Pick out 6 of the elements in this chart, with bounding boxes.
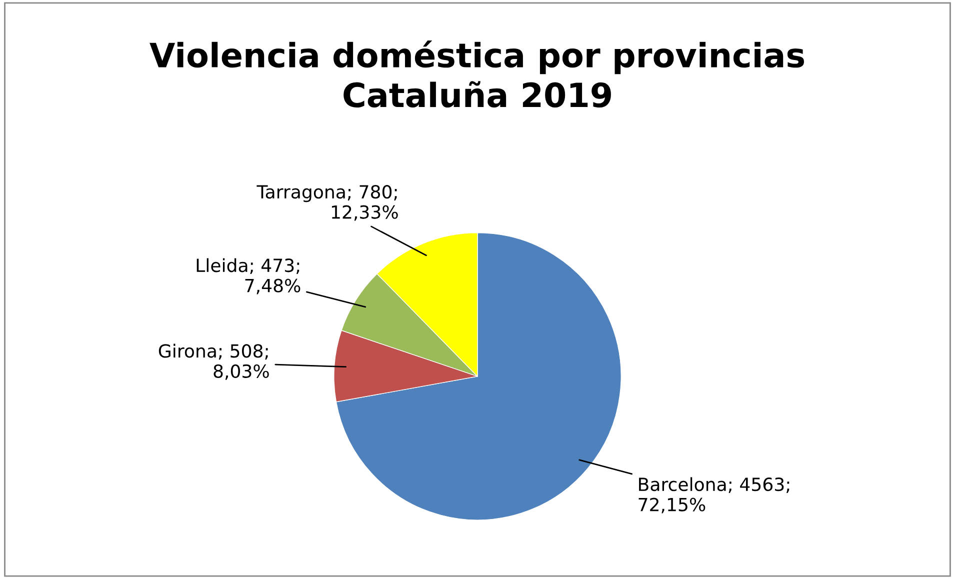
slice-label: Lleida; 473; 7,48% <box>196 258 300 294</box>
pie-slice <box>336 232 622 520</box>
slice-label: Tarragona; 780; 12,33% <box>256 184 398 221</box>
slice-label: Barcelona; 4563; 72,15% <box>638 477 790 514</box>
chart-title: Violencia doméstica por provincias Cataluña 2019 <box>150 40 804 108</box>
slice-label: Girona; 508; 8,03% <box>158 344 269 380</box>
